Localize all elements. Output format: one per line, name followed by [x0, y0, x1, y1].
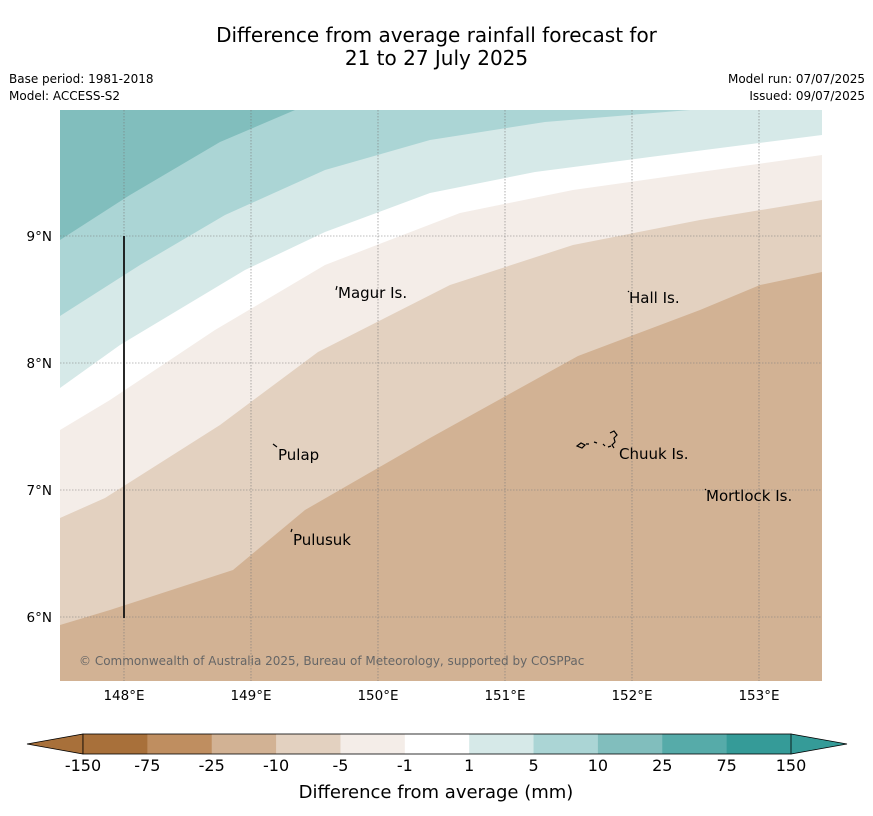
colorbar-cell — [469, 734, 535, 754]
colorbar-tick-label: 25 — [652, 756, 672, 775]
colorbar-tick-label: -25 — [199, 756, 225, 775]
lat-label-9: 9°N — [27, 229, 52, 245]
colorbar-tick-label: -1 — [397, 756, 413, 775]
colorbar-cell — [340, 734, 406, 754]
lon-label-150: 150°E — [357, 688, 398, 704]
latitude-labels: 9°N 8°N 7°N 6°N — [27, 229, 52, 626]
lon-label-151: 151°E — [484, 688, 525, 704]
colorbar-cell — [597, 734, 663, 754]
colorbar-tick-label: 1 — [464, 756, 474, 775]
lon-label-148: 148°E — [103, 688, 144, 704]
model-text: Model: ACCESS-S2 — [9, 89, 121, 103]
colorbar-low-extend — [26, 733, 84, 755]
colorbar-tick-label: -10 — [263, 756, 289, 775]
colorbar-tick-label: -5 — [332, 756, 348, 775]
colorbar-cell — [726, 734, 792, 754]
colorbar-title: Difference from average (mm) — [299, 782, 574, 803]
meta-right: Model run: 07/07/2025 Issued: 09/07/2025 — [728, 71, 865, 105]
magur-island-shape — [335, 285, 338, 291]
base-period-text: Base period: 1981-2018 — [9, 72, 154, 86]
band-wet-10-25 — [60, 110, 295, 240]
chuuk-island-shape — [575, 430, 618, 449]
pulusuk-island-shape — [290, 528, 293, 533]
mortlock-island-shape — [704, 488, 707, 491]
colorbar-frame — [82, 733, 792, 755]
colorbar-tick-label: -75 — [134, 756, 160, 775]
model-run-text: Model run: 07/07/2025 — [727, 72, 865, 86]
lat-label-6: 6°N — [27, 610, 52, 626]
hall-island-shape — [627, 290, 630, 293]
place-label-pulap: Pulap — [278, 446, 319, 464]
colorbar-cell — [83, 734, 148, 754]
map-panel: Magur Is. Hall Is. Pulap Chuuk Is. Mortl… — [60, 110, 822, 681]
colorbar-high-extend — [790, 733, 848, 755]
lon-label-149: 149°E — [230, 688, 271, 704]
colorbar-tick-label: 5 — [528, 756, 538, 775]
map-title-line2: 21 to 27 July 2025 — [344, 46, 529, 70]
colorbar-tick-label: 150 — [776, 756, 807, 775]
place-label-magur: Magur Is. — [338, 284, 407, 302]
island-markers — [272, 285, 707, 533]
colorbar-tick-label: 10 — [588, 756, 608, 775]
colorbar-cell — [533, 734, 599, 754]
issued-text: Issued: 09/07/2025 — [749, 89, 865, 103]
pulap-island-shape — [272, 443, 278, 448]
place-label-hall: Hall Is. — [629, 289, 680, 307]
meta-left: Base period: 1981-2018 Model: ACCESS-S2 — [9, 71, 154, 105]
lat-label-8: 8°N — [27, 356, 52, 372]
graticule — [60, 110, 822, 681]
band-wet-5-10 — [60, 110, 690, 316]
place-label-chuuk: Chuuk Is. — [619, 445, 688, 463]
colorbar-tick-label: -150 — [65, 756, 101, 775]
colorbar-cell — [211, 734, 277, 754]
place-label-pulusuk: Pulusuk — [293, 531, 351, 549]
colorbar-labels: -150 -75 -25 -10 -5 -1 1 5 10 25 75 150 — [65, 756, 806, 775]
colorbar-cell — [404, 734, 470, 754]
colorbar-cell — [276, 734, 341, 754]
colorbar-cell — [147, 734, 213, 754]
colorbar-cell — [662, 734, 728, 754]
place-label-mortlock: Mortlock Is. — [706, 487, 792, 505]
lat-label-7: 7°N — [27, 483, 52, 499]
lon-label-153: 153°E — [738, 688, 779, 704]
longitude-labels: 148°E 149°E 150°E 151°E 152°E 153°E — [103, 688, 779, 704]
lon-label-152: 152°E — [611, 688, 652, 704]
map-title-line1: Difference from average rainfall forecas… — [216, 23, 657, 47]
copyright-text: © Commonwealth of Australia 2025, Bureau… — [79, 654, 584, 668]
colorbar-tick-label: 75 — [716, 756, 736, 775]
colorbar-cells — [83, 734, 792, 754]
colorbar: -150 -75 -25 -10 -5 -1 1 5 10 25 75 150 Difference … — [26, 733, 848, 803]
